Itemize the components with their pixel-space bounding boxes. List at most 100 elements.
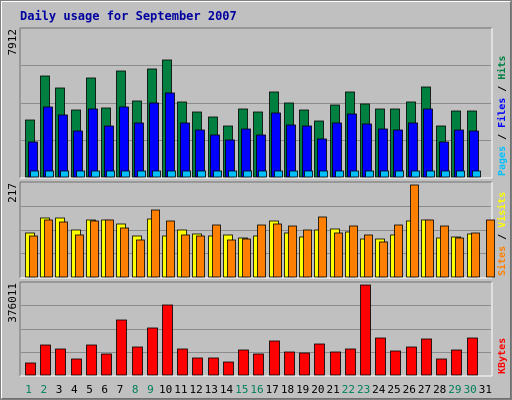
bar-sites-day-27 [425, 219, 434, 278]
bar-kbytes-day-4 [71, 358, 82, 376]
bar-kbytes-day-11 [177, 348, 188, 376]
bar-pages-day-25 [395, 170, 404, 178]
bar-pages-day-9 [152, 170, 161, 178]
legend-part-1: / [497, 228, 508, 246]
x-tick-label-day-23: 23 [357, 383, 370, 396]
bar-pages-day-13 [213, 170, 222, 178]
x-tick-label-day-10: 10 [159, 383, 172, 396]
bar-pages-day-6 [106, 170, 115, 178]
chart-title: Daily usage for September 2007 [20, 9, 237, 23]
legend-part-2: Files [496, 98, 508, 128]
bar-pages-day-15 [243, 170, 252, 178]
bar-files-day-22 [347, 113, 357, 178]
bar-sites-day-15 [242, 238, 251, 278]
bar-kbytes-day-25 [390, 350, 401, 376]
bar-sites-day-25 [394, 224, 403, 278]
bar-kbytes-day-2 [40, 344, 51, 376]
bar-sites-day-19 [303, 229, 312, 278]
panel-hits-files-pages: 7912 Pages / Files / Hits [6, 27, 508, 179]
bar-kbytes-day-27 [421, 338, 432, 376]
bar-files-day-10 [165, 92, 175, 178]
bar-files-day-6 [104, 125, 114, 178]
bar-files-day-29 [454, 129, 464, 178]
x-tick-label-day-5: 5 [86, 383, 93, 396]
x-tick-label-day-22: 22 [342, 383, 355, 396]
bar-kbytes-day-16 [253, 353, 264, 376]
bar-sites-day-10 [166, 220, 175, 278]
bar-pages-day-10 [167, 170, 176, 178]
bar-kbytes-day-19 [299, 352, 310, 376]
bar-sites-day-26 [410, 184, 419, 278]
x-tick-label-day-6: 6 [101, 383, 108, 396]
bar-files-day-9 [149, 102, 159, 178]
bar-sites-day-30 [471, 232, 480, 278]
legend-part-1: / [497, 128, 508, 146]
bar-pages-day-26 [411, 170, 420, 178]
x-tick-label-day-13: 13 [205, 383, 218, 396]
bar-sites-day-1 [29, 235, 38, 278]
bar-kbytes-day-8 [132, 346, 143, 376]
bar-kbytes-day-1 [25, 362, 36, 376]
x-tick-label-day-7: 7 [117, 383, 124, 396]
bar-kbytes-day-7 [116, 319, 127, 376]
bar-sites-day-13 [212, 224, 221, 278]
bar-kbytes-day-20 [314, 343, 325, 376]
x-tick-label-day-4: 4 [71, 383, 78, 396]
legend-part-2: Visits [496, 192, 508, 228]
legend-part-0: Sites [496, 246, 508, 276]
bar-kbytes-day-13 [208, 357, 219, 376]
bar-files-day-15 [241, 128, 251, 178]
y-max-label-hits: 7912 [6, 29, 19, 56]
bar-files-day-26 [408, 122, 418, 178]
y-max-label-kbytes: 376011 [6, 283, 19, 323]
x-tick-label-day-27: 27 [418, 383, 431, 396]
x-tick-label-day-18: 18 [281, 383, 294, 396]
x-tick-label-day-14: 14 [220, 383, 234, 396]
bar-pages-day-16 [258, 170, 267, 178]
bar-kbytes-day-6 [101, 353, 112, 376]
bar-files-day-23 [362, 123, 372, 178]
bar-sites-day-14 [227, 239, 236, 278]
bar-kbytes-day-22 [345, 348, 356, 376]
bar-kbytes-day-28 [436, 358, 447, 376]
bar-sites-day-9 [151, 209, 160, 278]
bar-sites-day-6 [105, 219, 114, 278]
bar-pages-day-22 [350, 170, 359, 178]
x-tick-label-day-12: 12 [189, 383, 202, 396]
y-max-label-visits: 217 [6, 183, 19, 203]
x-tick-label-day-28: 28 [433, 383, 446, 396]
x-tick-label-day-26: 26 [403, 383, 416, 396]
bar-pages-day-5 [91, 170, 100, 178]
legend-hits-files-pages: Pages / Files / Hits [496, 56, 508, 176]
bar-kbytes-day-9 [147, 327, 158, 376]
x-tick-label-day-29: 29 [448, 383, 461, 396]
bar-files-day-30 [469, 130, 479, 178]
x-tick-label-day-25: 25 [387, 383, 400, 396]
bar-pages-day-8 [137, 170, 146, 178]
bar-sites-day-17 [273, 223, 282, 278]
bar-kbytes-day-29 [451, 349, 462, 376]
bar-pages-day-1 [30, 170, 39, 178]
bar-kbytes-day-15 [238, 349, 249, 376]
bar-pages-day-28 [441, 170, 450, 178]
bar-pages-day-24 [380, 170, 389, 178]
x-tick-label-day-16: 16 [250, 383, 263, 396]
bar-sites-day-8 [136, 239, 145, 278]
bar-pages-day-19 [304, 170, 313, 178]
bar-pages-day-3 [60, 170, 69, 178]
bar-kbytes-day-30 [467, 337, 478, 376]
bar-files-day-25 [393, 129, 403, 178]
bar-sites-day-11 [181, 234, 190, 278]
bar-files-day-24 [378, 128, 388, 178]
bar-sites-day-21 [334, 232, 343, 278]
x-tick-label-day-21: 21 [326, 383, 339, 396]
bar-pages-day-30 [472, 170, 481, 178]
x-tick-label-day-17: 17 [266, 383, 279, 396]
bar-pages-day-14 [228, 170, 237, 178]
bar-sites-day-28 [440, 225, 449, 278]
bar-pages-day-12 [197, 170, 206, 178]
bar-files-day-8 [134, 122, 144, 178]
legend-part-0: Pages [497, 146, 508, 176]
bar-pages-day-23 [365, 170, 374, 178]
